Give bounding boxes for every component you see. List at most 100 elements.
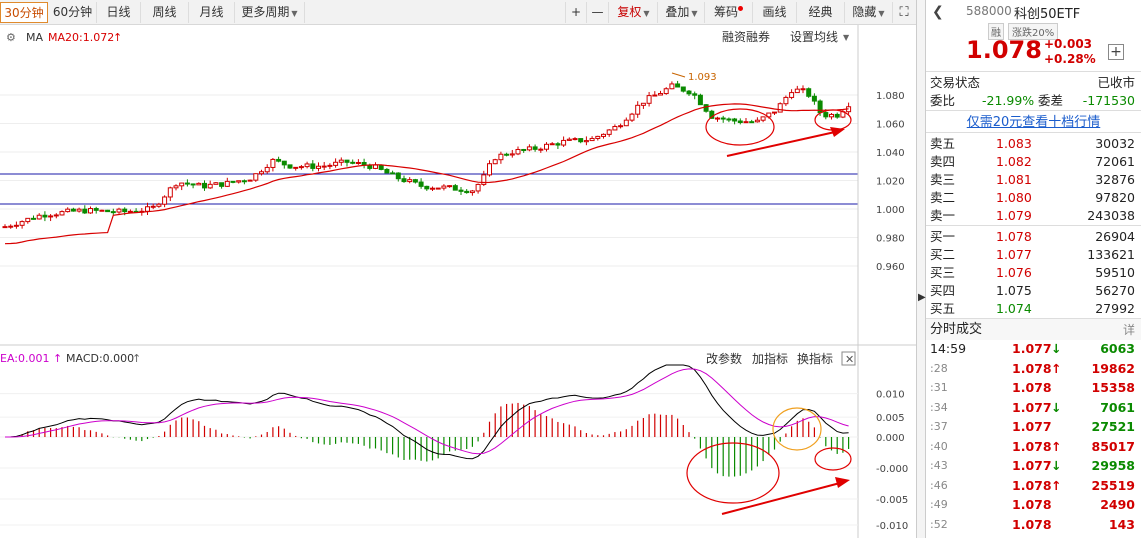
close-panel-button[interactable] (841, 351, 856, 366)
candle-body (481, 174, 487, 185)
ma20-line (4, 103, 849, 245)
candle-body (350, 161, 356, 164)
settings-icon[interactable]: ⚙ (6, 31, 16, 44)
set-ma-link[interactable]: 设置均线 (790, 30, 838, 44)
candle-body (412, 179, 418, 183)
bid-row[interactable]: 买三 1.076 59510 (926, 264, 1141, 282)
candle-body (612, 126, 618, 131)
candle-body (202, 182, 207, 189)
candle-body (213, 182, 219, 185)
candle-body (150, 205, 156, 208)
candle-body (635, 104, 641, 115)
candle-body (749, 121, 755, 124)
chips-button[interactable]: 筹码 (705, 2, 753, 23)
candle-body (692, 93, 698, 96)
back-icon[interactable]: ❮ (932, 4, 944, 20)
bid-book: 买一 1.078 26904 买二 1.077 133621 买三 1.076 59510 买四 1… (926, 225, 1141, 318)
adjust-dropdown[interactable]: 复权 ▼ (610, 2, 658, 23)
ticks-header: 分时成交 详 (926, 318, 1141, 340)
candle-body (207, 183, 213, 189)
tick-time: :46 (930, 478, 948, 492)
ask-row[interactable]: 卖五 1.083 30032 (926, 135, 1141, 153)
candle-body (515, 148, 521, 155)
kline-chart[interactable]: 1.080 1.060 1.040 1.020 1.000 0.980 0.960 ⚙ MA… (0, 25, 916, 538)
tick-volume: 15358 (1091, 380, 1136, 395)
candle-body (686, 90, 692, 95)
zoom-out-button[interactable]: — (587, 2, 609, 23)
candle-body (105, 209, 111, 213)
period-30min-tab[interactable]: 30分钟 (0, 2, 48, 23)
ask-row[interactable]: 卖三 1.081 32876 (926, 171, 1141, 189)
bid-row[interactable]: 买五 1.074 27992 (926, 300, 1141, 318)
trade-status-value: 已收市 (1097, 75, 1135, 90)
tick-volume: 6063 (1100, 341, 1135, 356)
annotation-circle-1 (705, 108, 775, 146)
overlay-dropdown[interactable]: 叠加 ▼ (659, 2, 705, 23)
tick-price: 1.077 (1012, 399, 1052, 415)
candle-body (19, 221, 25, 226)
bid-row[interactable]: 买二 1.077 133621 (926, 246, 1141, 264)
candle-body (145, 206, 150, 212)
ask-row[interactable]: 卖一 1.079 243038 (926, 207, 1141, 225)
period-week-tab[interactable]: 周线 (141, 2, 189, 23)
arrow-down-icon: ↓ (1051, 458, 1062, 473)
candle-body (504, 153, 510, 156)
tick-row: :40 1.078 ↑ 85017 (926, 438, 1141, 458)
level-volume: 27992 (1095, 301, 1135, 316)
tick-time: :31 (930, 381, 948, 394)
trade-status-row: 交易状态 已收市 (926, 74, 1141, 92)
ma20-value: MA20:1.072 (48, 31, 114, 44)
ratio-label: 委比 (930, 93, 956, 108)
candle-body (794, 88, 800, 94)
period-day-tab[interactable]: 日线 (97, 2, 141, 23)
hide-dropdown[interactable]: 隐藏 ▼ (845, 2, 893, 23)
price-change-pct: +0.28% (1044, 52, 1096, 66)
level-price: 1.081 (996, 172, 1032, 187)
candle-body (800, 88, 806, 91)
level-label: 卖四 (930, 154, 956, 169)
tick-time: :43 (930, 459, 948, 472)
ask-row[interactable]: 卖二 1.080 97820 (926, 189, 1141, 207)
bid-row[interactable]: 买一 1.078 26904 (926, 228, 1141, 246)
candle-body (544, 143, 549, 150)
draw-line-button[interactable]: 画线 (753, 2, 797, 23)
candle-body (264, 166, 270, 173)
zoom-in-button[interactable]: + (565, 2, 587, 23)
tick-price: 1.078 (1012, 477, 1052, 493)
ticks-detail-button[interactable]: 详 (1122, 323, 1135, 337)
tick-volume: 7061 (1100, 399, 1135, 415)
level-label: 卖五 (930, 136, 956, 151)
candle-body (70, 208, 76, 212)
tick-volume: 27521 (1091, 419, 1136, 434)
ask-row[interactable]: 卖四 1.082 72061 (926, 153, 1141, 171)
arrow-up-icon: ↑ (1051, 360, 1062, 376)
panel-divider[interactable] (916, 0, 926, 538)
collapse-arrow-icon[interactable]: ▶ (918, 292, 926, 303)
limit-badge: 涨跌20% (1008, 23, 1059, 40)
change-indicator-button[interactable]: 换指标 (797, 351, 833, 366)
candle-body (65, 208, 71, 213)
period-60min-tab[interactable]: 60分钟 (49, 2, 97, 23)
candle-body (549, 143, 555, 146)
level-price: 1.078 (996, 229, 1032, 244)
fullscreen-icon[interactable]: ⛶ (899, 5, 909, 20)
trade-status-label: 交易状态 (930, 75, 981, 90)
bid-row[interactable]: 买四 1.075 56270 (926, 282, 1141, 300)
level-volume: 30032 (1095, 136, 1135, 151)
edit-params-button[interactable]: 改参数 (706, 351, 742, 366)
level-label: 卖一 (930, 208, 956, 223)
classic-button[interactable]: 经典 (797, 2, 845, 23)
y-tick-label: 0.980 (876, 234, 905, 245)
margin-trading-link[interactable]: 融资融券 (722, 29, 770, 44)
arrow-up-icon: ↑ (132, 352, 141, 365)
candle-body (561, 139, 567, 146)
add-indicator-button[interactable]: 加指标 (752, 351, 788, 366)
candle-body (760, 116, 766, 121)
tick-price: 1.077 (1012, 341, 1052, 356)
more-periods-dropdown[interactable]: 更多周期 ▼ (235, 2, 305, 23)
candle-body (606, 129, 612, 135)
level2-promo-link[interactable]: 仅需20元查看十档行情 (966, 115, 1101, 130)
add-watchlist-button[interactable]: + (1108, 44, 1124, 60)
y-tick-label: 1.060 (876, 120, 905, 131)
period-month-tab[interactable]: 月线 (189, 2, 235, 23)
